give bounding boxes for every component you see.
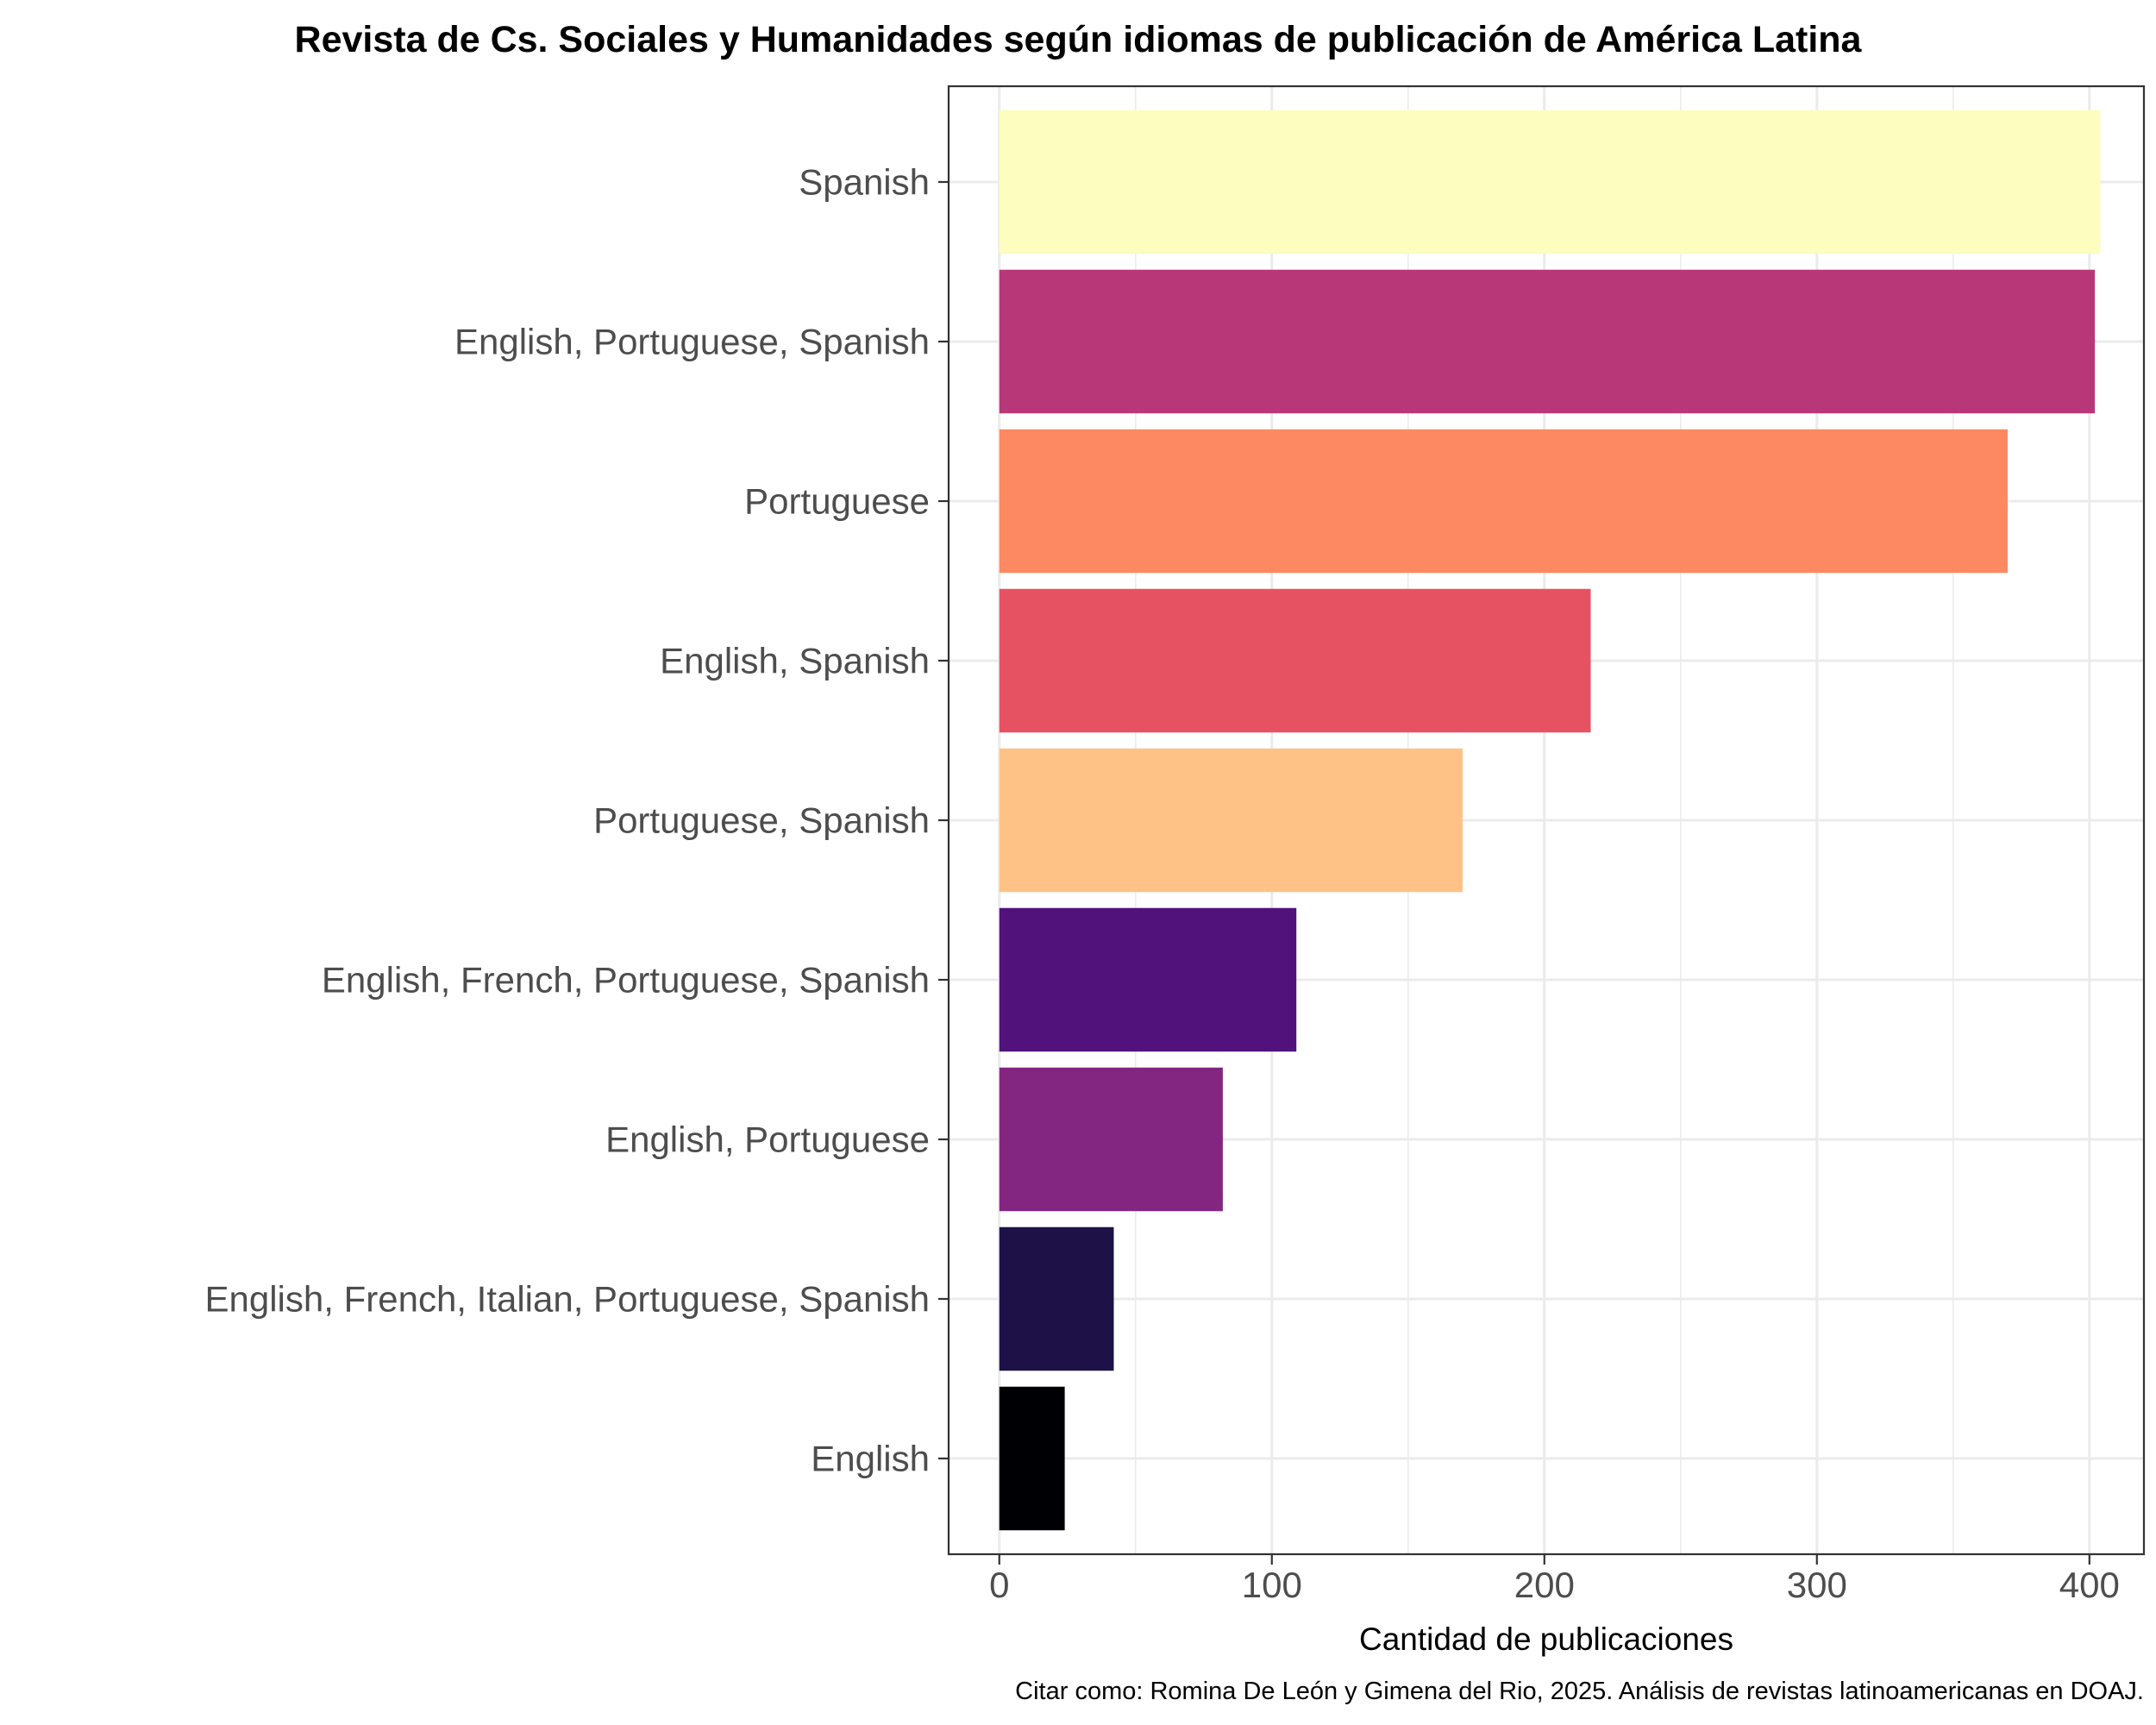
bar [999,907,1297,1052]
y-tick-label: English, Portuguese, Spanish [454,322,930,362]
caption: Citar como: Romina De León y Gimena del … [1015,1678,2144,1705]
y-tick-label: Spanish [799,162,930,203]
y-axis-labels: Spanish English, Portuguese, Spanish Portu… [205,162,949,1479]
x-tick-label: 400 [2059,1565,2120,1605]
bar [999,429,2008,574]
chart-title: Revista de Cs. Sociales y Humanidades se… [294,19,1862,60]
x-tick-label: 0 [989,1565,1009,1605]
y-tick-label: Portuguese, Spanish [593,800,930,841]
y-tick-label: Portuguese [744,481,930,522]
panel-border [947,85,2146,1556]
bar [999,110,2101,254]
y-tick-label: English, Spanish [660,641,930,681]
bar [999,748,1463,893]
bar [999,1226,1114,1371]
x-axis-labels: 0 100 200 300 400 [989,1554,2120,1605]
y-tick-label: English, Portuguese [605,1120,930,1160]
bars [999,110,2101,1531]
bar [999,588,1591,733]
x-axis-title: Cantidad de publicaciones [1358,1622,1734,1657]
y-tick-label: English [811,1439,930,1479]
y-tick-label: English, French, Italian, Portuguese, Sp… [205,1279,931,1320]
x-tick-label: 300 [1787,1565,1847,1605]
x-tick-label: 100 [1242,1565,1302,1605]
bar [999,1067,1223,1212]
bar [999,269,2096,414]
bar [999,1386,1065,1531]
x-tick-label: 200 [1514,1565,1575,1605]
y-tick-label: English, French, Portuguese, Spanish [322,960,930,1000]
